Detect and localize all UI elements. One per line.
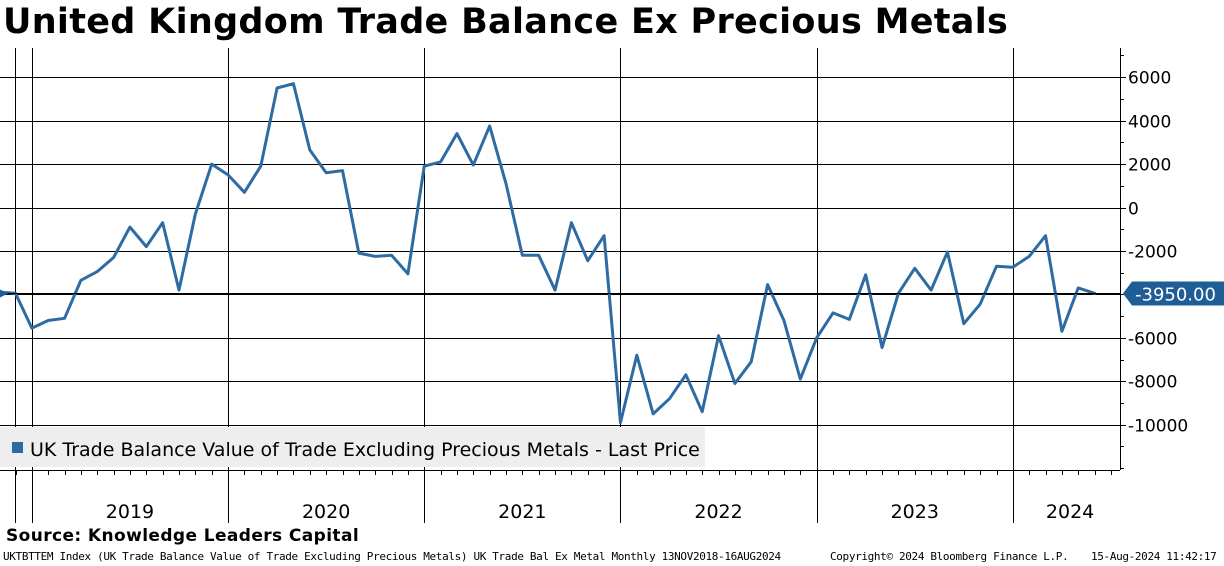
source-note: Source: Knowledge Leaders Capital bbox=[6, 526, 360, 546]
left-edge-marker bbox=[0, 289, 8, 298]
legend-background bbox=[0, 427, 705, 467]
chart-title: United Kingdom Trade Balance Ex Precious… bbox=[3, 2, 1009, 42]
last-value-label: -3950.00 bbox=[1135, 285, 1216, 306]
x-tick-label: 2019 bbox=[106, 501, 154, 523]
y-tick-label: -8000 bbox=[1128, 373, 1177, 393]
y-tick-label: 2000 bbox=[1128, 156, 1171, 176]
series-layer bbox=[0, 82, 1097, 425]
x-tick-label: 2024 bbox=[1046, 501, 1094, 523]
x-tick-label: 2023 bbox=[891, 501, 939, 523]
y-tick-label: -10000 bbox=[1128, 417, 1188, 437]
x-tick-label: 2022 bbox=[694, 501, 742, 523]
last-value-badge bbox=[1123, 281, 1224, 306]
x-tick-label: 2020 bbox=[302, 501, 350, 523]
series-line bbox=[0, 82, 1097, 425]
y-tick-label: -6000 bbox=[1128, 330, 1177, 350]
y-tick-label: 4000 bbox=[1128, 113, 1171, 133]
footer-copyright: Copyright© 2024 Bloomberg Finance L.P. bbox=[830, 550, 1069, 563]
y-tick-label: 6000 bbox=[1128, 69, 1171, 89]
y-tick-label: 0 bbox=[1128, 200, 1139, 220]
legend-label: UK Trade Balance Value of Trade Excludin… bbox=[30, 439, 700, 461]
footer-ticker: UKTBTTEM Index (UK Trade Balance Value o… bbox=[3, 550, 781, 563]
x-axis: 2019 2020 2021 2022 2023 2024 bbox=[0, 470, 1120, 523]
last-value-marker: -3950.00 bbox=[0, 281, 1224, 306]
legend-swatch bbox=[12, 442, 23, 453]
x-tick-label: 2021 bbox=[498, 501, 546, 523]
footer-timestamp: 15-Aug-2024 11:42:17 bbox=[1091, 550, 1217, 563]
y-tick-label: -2000 bbox=[1128, 243, 1177, 263]
legend: UK Trade Balance Value of Trade Excludin… bbox=[0, 427, 705, 467]
